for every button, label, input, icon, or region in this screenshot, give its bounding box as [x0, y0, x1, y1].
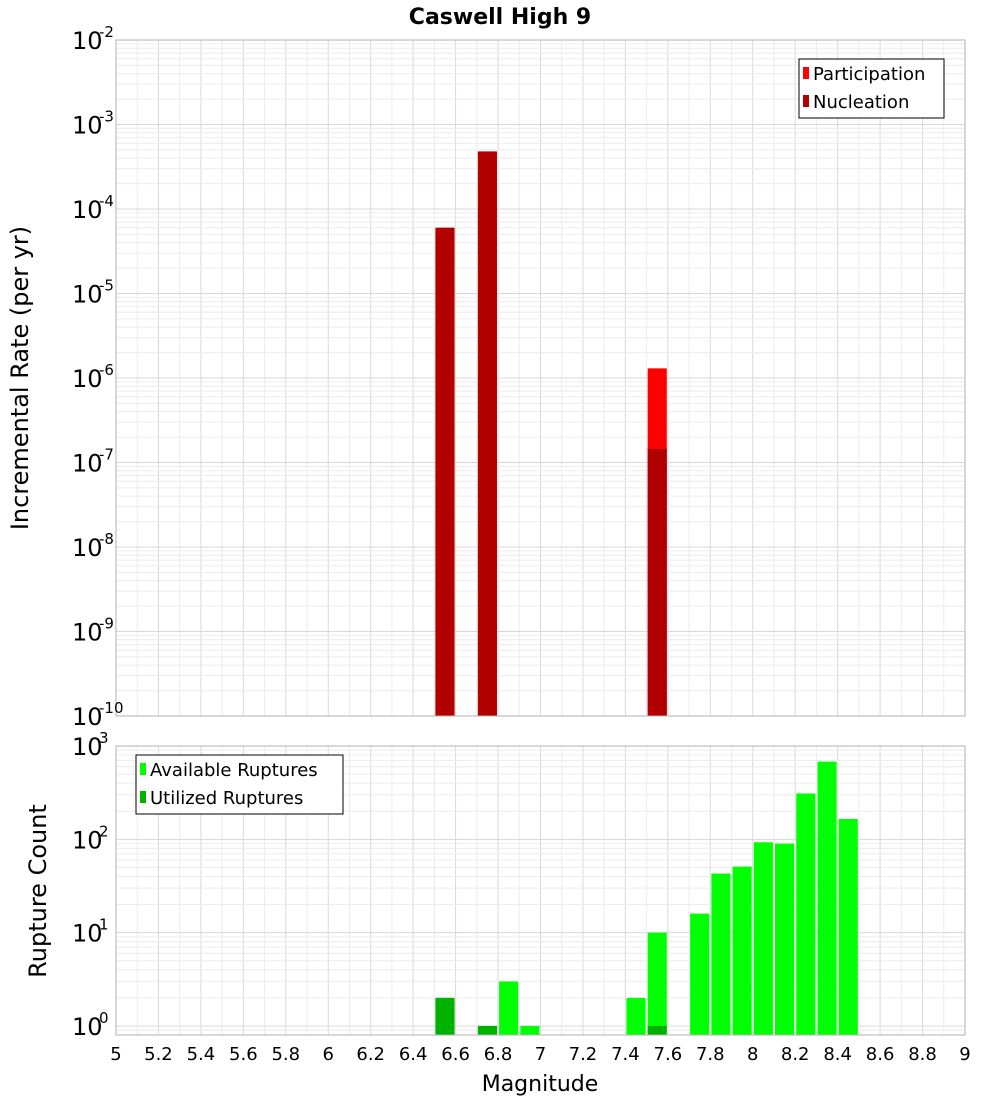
- bar-utilized-ruptures: [435, 997, 455, 1035]
- bar-available-ruptures: [732, 866, 752, 1035]
- x-tick-label: 5.6: [229, 1044, 258, 1065]
- x-tick-label: 5.4: [187, 1044, 216, 1065]
- bar-available-ruptures: [690, 913, 710, 1035]
- bar-available-ruptures: [796, 793, 816, 1035]
- x-tick-label: 5: [110, 1044, 121, 1065]
- bar-available-ruptures: [753, 842, 773, 1035]
- legend-swatch-utilized-ruptures: [140, 791, 146, 803]
- y-tick-label: 10: [72, 196, 103, 224]
- y-tick-exponent: -4: [99, 192, 114, 210]
- x-tick-label: 8.2: [781, 1044, 810, 1065]
- bottom-plot-frame: [115, 745, 966, 1036]
- x-tick-label: 5.2: [144, 1044, 173, 1065]
- x-tick-label: 7: [535, 1044, 546, 1065]
- top-legend: Participation Nucleation: [798, 58, 945, 119]
- y-tick-label: 10: [72, 1013, 103, 1041]
- y-tick-exponent: -8: [99, 530, 114, 548]
- bar-available-ruptures: [520, 1025, 540, 1035]
- x-tick-label: 6.8: [484, 1044, 513, 1065]
- legend-label-participation: Participation: [813, 64, 925, 85]
- x-tick-label: 7.4: [611, 1044, 640, 1065]
- y-tick-exponent: 2: [99, 822, 109, 840]
- bar-available-ruptures: [647, 932, 667, 1035]
- y-tick-label: 10: [72, 281, 103, 309]
- legend-label-available-ruptures: Available Ruptures: [150, 760, 318, 781]
- bar-available-ruptures: [775, 843, 795, 1035]
- x-tick-label: 5.8: [271, 1044, 300, 1065]
- x-tick-label: 7.6: [654, 1044, 683, 1065]
- top-y-axis-label: Incremental Rate (per yr): [6, 226, 34, 530]
- y-tick-exponent: -10: [99, 699, 124, 717]
- y-tick-label: 10: [72, 112, 103, 140]
- x-tick-label: 8.6: [866, 1044, 895, 1065]
- legend-swatch-nucleation: [803, 95, 809, 107]
- x-tick-label: 8.4: [823, 1044, 852, 1065]
- bar-available-ruptures: [711, 873, 731, 1035]
- x-tick-label: 6.4: [399, 1044, 428, 1065]
- x-tick-label: 7.2: [569, 1044, 598, 1065]
- y-tick-label: 10: [72, 534, 103, 562]
- bar-available-ruptures: [838, 819, 858, 1035]
- y-tick-exponent: -6: [99, 361, 114, 379]
- bar-nucleation: [477, 151, 497, 716]
- y-tick-exponent: -2: [99, 23, 114, 41]
- bar-nucleation: [647, 448, 667, 716]
- y-tick-label: 10: [72, 826, 103, 854]
- legend-label-utilized-ruptures: Utilized Ruptures: [150, 788, 303, 809]
- y-tick-label: 10: [72, 703, 103, 731]
- y-tick-exponent: -9: [99, 615, 114, 633]
- bar-utilized-ruptures: [647, 1025, 667, 1035]
- y-tick-label: 10: [72, 920, 103, 948]
- y-tick-label: 10: [72, 733, 103, 761]
- y-tick-label: 10: [72, 450, 103, 478]
- bar-available-ruptures: [499, 981, 519, 1035]
- x-tick-label: 8.8: [908, 1044, 937, 1065]
- bar-utilized-ruptures: [477, 1025, 497, 1035]
- y-tick-label: 10: [72, 27, 103, 55]
- x-axis-label: Magnitude: [482, 1072, 599, 1097]
- x-tick-label: 7.8: [696, 1044, 725, 1065]
- y-tick-exponent: -5: [99, 277, 114, 295]
- x-tick-label: 6: [323, 1044, 334, 1065]
- x-tick-label: 6.2: [356, 1044, 385, 1065]
- y-tick-exponent: -3: [99, 108, 114, 126]
- legend-swatch-available-ruptures: [140, 763, 146, 775]
- x-tick-label: 6.6: [441, 1044, 470, 1065]
- y-tick-exponent: 1: [99, 916, 109, 934]
- y-tick-label: 10: [72, 365, 103, 393]
- x-tick-label: 9: [959, 1044, 970, 1065]
- y-tick-label: 10: [72, 619, 103, 647]
- bottom-y-axis-label: Rupture Count: [24, 804, 52, 978]
- chart-title: Caswell High 9: [409, 5, 591, 30]
- legend-label-nucleation: Nucleation: [813, 92, 909, 113]
- bar-available-ruptures: [626, 997, 646, 1035]
- legend-swatch-participation: [803, 67, 809, 79]
- bar-available-ruptures: [817, 761, 837, 1035]
- top-plot-frame: [115, 39, 966, 717]
- bottom-legend: Available Ruptures Utilized Ruptures: [135, 754, 344, 815]
- y-tick-exponent: 0: [99, 1009, 109, 1027]
- y-tick-exponent: -7: [99, 446, 114, 464]
- bar-nucleation: [435, 227, 455, 716]
- y-tick-exponent: 3: [99, 729, 109, 747]
- x-tick-label: 8: [747, 1044, 758, 1065]
